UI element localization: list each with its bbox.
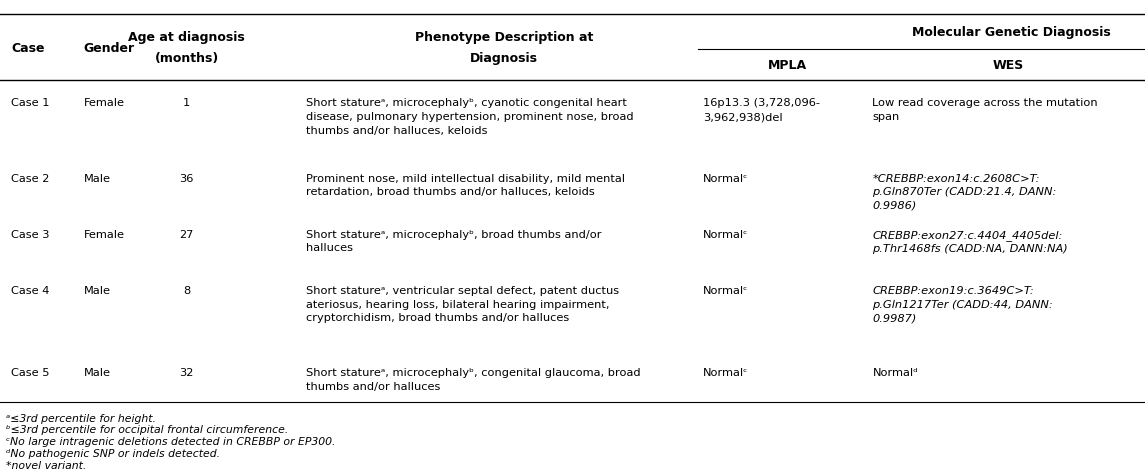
Text: 1: 1 bbox=[183, 98, 190, 108]
Text: Phenotype Description at: Phenotype Description at bbox=[416, 31, 593, 44]
Text: Age at diagnosis: Age at diagnosis bbox=[128, 31, 245, 44]
Text: Case: Case bbox=[11, 42, 45, 55]
Text: Diagnosis: Diagnosis bbox=[471, 52, 538, 65]
Text: ᶜNo large intragenic deletions detected in CREBBP or EP300.: ᶜNo large intragenic deletions detected … bbox=[6, 437, 335, 447]
Text: Normalᶜ: Normalᶜ bbox=[703, 286, 749, 296]
Text: Short statureᵃ, ventricular septal defect, patent ductus
ateriosus, hearing loss: Short statureᵃ, ventricular septal defec… bbox=[306, 286, 618, 323]
Text: *CREBBP:exon14:c.2608C>T:
p.Gln870Ter (CADD:21.4, DANN:
0.9986): *CREBBP:exon14:c.2608C>T: p.Gln870Ter (C… bbox=[872, 174, 1057, 211]
Text: Molecular Genetic Diagnosis: Molecular Genetic Diagnosis bbox=[911, 26, 1111, 39]
Text: ᵈNo pathogenic SNP or indels detected.: ᵈNo pathogenic SNP or indels detected. bbox=[6, 449, 220, 459]
Text: Short statureᵃ, microcephalyᵇ, cyanotic congenital heart
disease, pulmonary hype: Short statureᵃ, microcephalyᵇ, cyanotic … bbox=[306, 98, 633, 136]
Text: ᵇ≤3rd percentile for occipital frontal circumference.: ᵇ≤3rd percentile for occipital frontal c… bbox=[6, 425, 289, 435]
Text: Case 3: Case 3 bbox=[11, 230, 50, 240]
Text: Male: Male bbox=[84, 368, 111, 378]
Text: Male: Male bbox=[84, 174, 111, 183]
Text: Case 5: Case 5 bbox=[11, 368, 50, 378]
Text: Normalᶜ: Normalᶜ bbox=[703, 174, 749, 183]
Text: Female: Female bbox=[84, 98, 125, 108]
Text: Gender: Gender bbox=[84, 42, 135, 55]
Text: Normalᶜ: Normalᶜ bbox=[703, 230, 749, 240]
Text: *novel variant.: *novel variant. bbox=[6, 461, 86, 469]
Text: (months): (months) bbox=[155, 52, 219, 65]
Text: 16p13.3 (3,728,096-
3,962,938)del: 16p13.3 (3,728,096- 3,962,938)del bbox=[703, 98, 820, 122]
Text: Short statureᵃ, microcephalyᵇ, congenital glaucoma, broad
thumbs and/or halluces: Short statureᵃ, microcephalyᵇ, congenita… bbox=[306, 368, 640, 392]
Text: Case 4: Case 4 bbox=[11, 286, 50, 296]
Text: Short statureᵃ, microcephalyᵇ, broad thumbs and/or
halluces: Short statureᵃ, microcephalyᵇ, broad thu… bbox=[306, 230, 601, 253]
Text: 36: 36 bbox=[180, 174, 194, 183]
Text: Case 2: Case 2 bbox=[11, 174, 50, 183]
Text: CREBBP:exon19:c.3649C>T:
p.Gln1217Ter (CADD:44, DANN:
0.9987): CREBBP:exon19:c.3649C>T: p.Gln1217Ter (C… bbox=[872, 286, 1053, 323]
Text: CREBBP:exon27:c.4404_4405del:
p.Thr1468fs (CADD:NA, DANN:NA): CREBBP:exon27:c.4404_4405del: p.Thr1468f… bbox=[872, 230, 1068, 254]
Text: Low read coverage across the mutation
span: Low read coverage across the mutation sp… bbox=[872, 98, 1098, 122]
Text: WES: WES bbox=[993, 59, 1025, 72]
Text: Female: Female bbox=[84, 230, 125, 240]
Text: Male: Male bbox=[84, 286, 111, 296]
Text: 32: 32 bbox=[180, 368, 194, 378]
Text: Prominent nose, mild intellectual disability, mild mental
retardation, broad thu: Prominent nose, mild intellectual disabi… bbox=[306, 174, 625, 197]
Text: Normalᵈ: Normalᵈ bbox=[872, 368, 918, 378]
Text: 8: 8 bbox=[183, 286, 190, 296]
Text: MPLA: MPLA bbox=[768, 59, 807, 72]
Text: Normalᶜ: Normalᶜ bbox=[703, 368, 749, 378]
Text: 27: 27 bbox=[180, 230, 194, 240]
Text: Case 1: Case 1 bbox=[11, 98, 50, 108]
Text: ᵃ≤3rd percentile for height.: ᵃ≤3rd percentile for height. bbox=[6, 414, 156, 424]
